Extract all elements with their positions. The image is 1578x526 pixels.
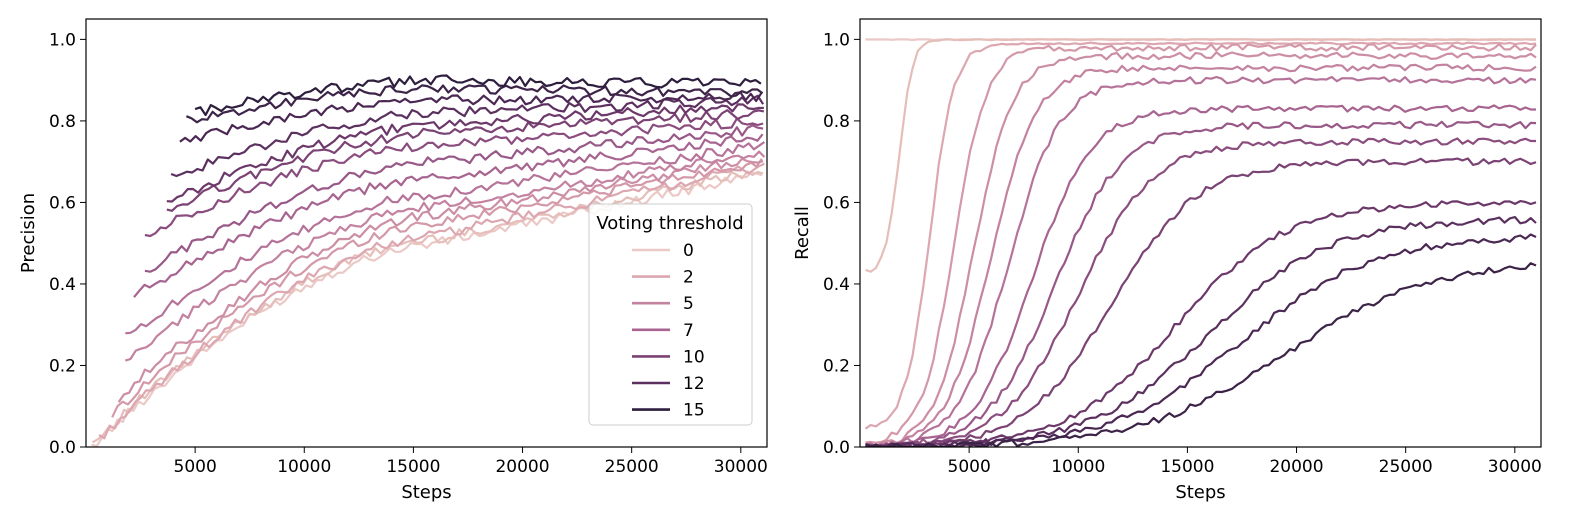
legend-box	[588, 203, 753, 426]
series-line-threshold-5	[865, 63, 1537, 447]
series-line-threshold-10	[865, 157, 1537, 447]
series-line-threshold-5	[124, 150, 766, 362]
series-line-threshold-10	[166, 109, 765, 212]
series-line-threshold-6	[864, 75, 1537, 447]
y-tick-label: 0.0	[49, 438, 76, 458]
legend-label: 5	[683, 294, 694, 314]
y-tick-label: 0.4	[823, 275, 850, 295]
series-line-threshold-6	[125, 141, 766, 335]
x-tick-label: 15000	[1160, 457, 1214, 477]
x-tick-label: 20000	[1269, 457, 1323, 477]
y-tick-label: 0.2	[823, 356, 850, 376]
y-tick-label: 0.4	[49, 275, 76, 295]
y-tick-label: 1.0	[49, 30, 76, 50]
legend: Voting threshold 0 2 5 7 10 12 15	[588, 203, 753, 426]
x-tick-label: 30000	[714, 457, 768, 477]
series-line-threshold-14	[865, 262, 1537, 447]
x-tick-label: 25000	[605, 457, 659, 477]
series-line-threshold-3	[865, 43, 1537, 444]
plot-frame	[859, 18, 1542, 448]
y-tick-label: 0.2	[49, 356, 76, 376]
series-group	[864, 38, 1537, 447]
y-axis-label: Precision	[18, 193, 39, 273]
y-tick-label: 0.8	[823, 112, 850, 132]
series-line-threshold-12	[865, 216, 1537, 447]
series-line-threshold-8	[865, 120, 1537, 447]
legend-label: 15	[683, 401, 705, 421]
series-line-threshold-11	[166, 103, 764, 203]
series-line-threshold-3	[111, 158, 763, 418]
series-line-threshold-4	[117, 157, 764, 403]
x-tick-label: 10000	[277, 457, 331, 477]
legend-title: Voting threshold	[596, 213, 743, 234]
series-line-threshold-9	[144, 117, 764, 238]
y-axis-label: Recall	[792, 206, 813, 260]
series-line-threshold-13	[865, 233, 1537, 447]
series-line-threshold-11	[865, 200, 1537, 447]
series-line-threshold-9	[865, 137, 1536, 447]
series-line-threshold-1	[865, 38, 1536, 273]
y-tick-label: 0.8	[49, 112, 76, 132]
x-tick-label: 5000	[174, 457, 217, 477]
series-line-threshold-4	[865, 51, 1537, 447]
legend-label: 12	[683, 374, 705, 394]
series-line-threshold-2	[864, 41, 1537, 430]
y-tick-label: 0.6	[823, 193, 850, 213]
plot-frame	[85, 18, 768, 448]
x-tick-label: 10000	[1051, 457, 1105, 477]
series-line-threshold-2	[98, 162, 765, 440]
series-line-threshold-7	[865, 104, 1536, 447]
recall-chart: 5000 10000 15000 20000 25000 30000 0.0 0.2 0.4 0.…	[792, 18, 1542, 503]
series-line-threshold-7	[133, 133, 764, 298]
legend-label: 7	[683, 321, 694, 341]
series-group	[91, 74, 766, 447]
x-axis-label: Steps	[401, 482, 451, 503]
y-tick-label: 0.0	[823, 438, 850, 458]
x-tick-label: 5000	[948, 457, 991, 477]
series-line-threshold-15	[194, 74, 762, 117]
y-tick-label: 0.6	[49, 193, 76, 213]
x-tick-label: 20000	[495, 457, 549, 477]
series-line-threshold-13	[179, 91, 763, 143]
y-tick-label: 1.0	[823, 30, 850, 50]
legend-label: 2	[683, 268, 694, 288]
x-tick-label: 25000	[1379, 457, 1433, 477]
legend-label: 10	[683, 347, 705, 367]
precision-chart: 5000 10000 15000 20000 25000 30000 0.0 0.2 0.4 0.…	[18, 18, 768, 503]
x-axis-label: Steps	[1175, 482, 1225, 503]
x-tick-label: 30000	[1488, 457, 1542, 477]
series-line-threshold-14	[185, 84, 764, 124]
series-line-threshold-8	[144, 124, 764, 273]
legend-label: 0	[683, 241, 694, 261]
x-tick-label: 15000	[386, 457, 440, 477]
